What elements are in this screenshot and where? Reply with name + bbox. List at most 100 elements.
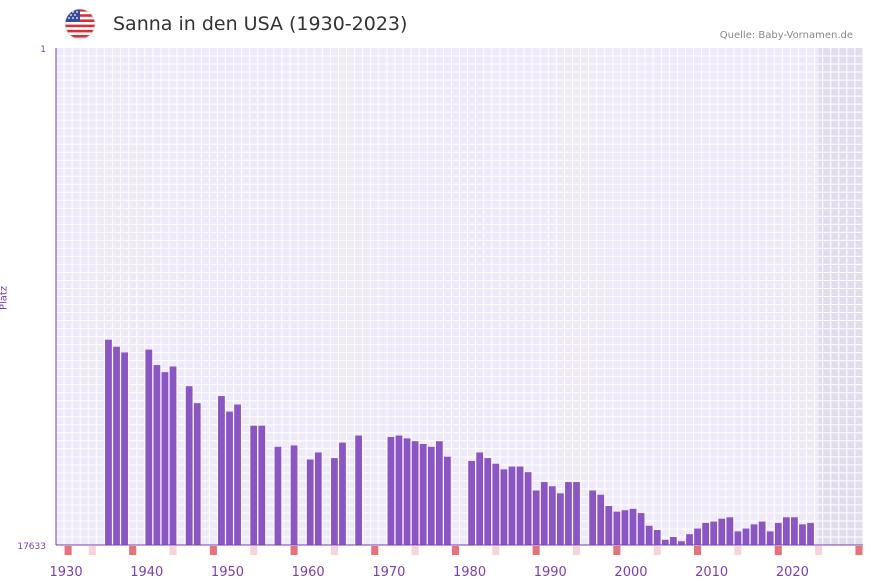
year-marker-2028 <box>855 546 863 555</box>
year-marker-1953 <box>250 546 258 555</box>
bar-1953 <box>250 425 258 545</box>
year-marker-1998 <box>613 546 621 555</box>
x-tick-label-1940: 1940 <box>130 565 163 580</box>
bar-1966 <box>355 435 363 545</box>
bar-1973 <box>411 441 419 545</box>
bar-1983 <box>492 463 500 545</box>
bar-1992 <box>565 482 572 545</box>
bar-1972 <box>403 438 411 545</box>
year-marker-1943 <box>169 546 177 555</box>
bar-2010 <box>710 521 718 545</box>
bar-1971 <box>395 435 403 545</box>
bar-2009 <box>702 522 710 545</box>
bar-2012 <box>726 517 734 545</box>
x-tick-label-2010: 2010 <box>695 565 728 580</box>
bar-1960 <box>306 459 314 545</box>
bar-1985 <box>508 466 516 545</box>
year-marker-1988 <box>532 546 540 555</box>
x-tick-label-1950: 1950 <box>211 565 244 580</box>
year-marker-1930 <box>64 546 72 555</box>
bar-1961 <box>314 452 322 545</box>
bar-2006 <box>678 541 685 545</box>
bar-1996 <box>597 494 605 545</box>
bar-1951 <box>234 404 241 545</box>
bar-2011 <box>718 518 726 545</box>
us-flag-icon <box>64 8 96 40</box>
y-tick-label-bottom: 17633 <box>17 542 46 552</box>
bar-1982 <box>484 458 492 545</box>
bar-1995 <box>589 490 597 545</box>
bar-1977 <box>444 456 451 545</box>
bar-1945 <box>185 386 193 545</box>
year-marker-1933 <box>88 546 96 555</box>
bar-2021 <box>799 524 806 545</box>
bar-2001 <box>637 513 645 545</box>
chart-header: Sanna in den USA (1930-2023) Quelle: Bab… <box>0 0 873 50</box>
bar-1937 <box>121 352 128 545</box>
bar-1989 <box>540 482 548 545</box>
year-marker-1978 <box>451 546 459 555</box>
x-tick-label-1960: 1960 <box>292 565 325 580</box>
x-tick-label-1980: 1980 <box>453 565 486 580</box>
bar-1943 <box>169 366 177 545</box>
year-marker-2008 <box>694 546 702 555</box>
bar-1975 <box>427 446 435 545</box>
bar-2020 <box>791 517 798 545</box>
bar-1998 <box>613 511 621 545</box>
year-marker-2018 <box>774 546 782 555</box>
bar-1990 <box>548 486 556 545</box>
bar-1940 <box>145 349 153 545</box>
bar-1993 <box>573 482 580 545</box>
year-marker-1958 <box>290 546 298 555</box>
bar-1981 <box>476 452 484 545</box>
year-marker-1973 <box>411 546 419 555</box>
bar-2022 <box>807 522 814 545</box>
year-marker-2013 <box>734 546 742 555</box>
year-marker-1968 <box>371 546 379 555</box>
year-marker-1948 <box>209 546 217 555</box>
bar-1997 <box>605 506 613 545</box>
bar-2016 <box>758 521 766 545</box>
x-tick-label-2020: 2020 <box>776 565 809 580</box>
year-marker-2003 <box>653 546 661 555</box>
bar-1963 <box>331 458 338 545</box>
bar-2008 <box>694 528 701 545</box>
bar-1974 <box>419 444 427 545</box>
bar-1958 <box>290 445 298 545</box>
bar-1956 <box>274 446 282 545</box>
bar-2007 <box>686 534 693 545</box>
bar-2003 <box>653 529 661 545</box>
bar-1999 <box>621 510 629 545</box>
bar-1984 <box>500 469 508 545</box>
year-marker-1993 <box>572 546 581 555</box>
bar-1991 <box>556 493 564 545</box>
bar-2005 <box>669 537 677 545</box>
bar-2000 <box>629 508 637 545</box>
bar-2019 <box>782 517 790 545</box>
x-tick-label-1990: 1990 <box>534 565 567 580</box>
bar-2017 <box>766 531 774 545</box>
bar-1950 <box>226 411 233 545</box>
bar-1954 <box>258 425 266 545</box>
year-marker-2023 <box>815 546 823 555</box>
year-marker-1963 <box>330 546 338 555</box>
bar-1942 <box>161 372 169 545</box>
bar-1935 <box>105 339 112 545</box>
bar-2013 <box>734 531 742 545</box>
x-tick-label-1930: 1930 <box>50 565 83 580</box>
bar-1936 <box>113 346 120 545</box>
bar-1964 <box>339 442 346 545</box>
bar-1988 <box>532 490 540 545</box>
bar-2004 <box>661 539 669 545</box>
x-tick-label-2000: 2000 <box>614 565 647 580</box>
bar-1970 <box>387 436 395 545</box>
chart-title: Sanna in den USA (1930-2023) <box>113 13 408 35</box>
bar-2015 <box>750 524 758 545</box>
x-tick-label-1970: 1970 <box>372 565 405 580</box>
bar-1976 <box>435 441 443 545</box>
bar-1986 <box>516 466 524 545</box>
bar-1941 <box>153 365 161 545</box>
bar-1987 <box>524 472 532 545</box>
bar-2018 <box>774 522 782 545</box>
